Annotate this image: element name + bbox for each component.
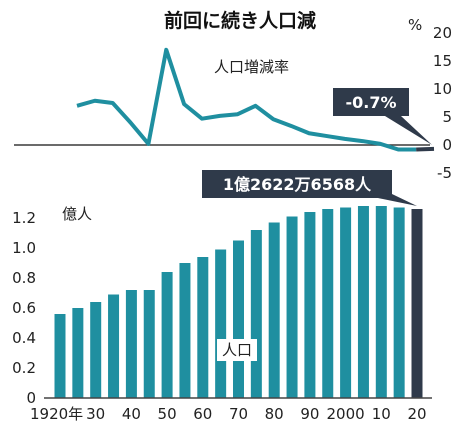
line-y-tick-label: 15 [433, 52, 452, 70]
bar-y-tick-label: 0.2 [12, 359, 36, 377]
bar-x-tick-label: 90 [300, 405, 319, 423]
population-bar [90, 302, 102, 398]
population-callout: 1億2622万6568人 [202, 170, 417, 206]
population-bar [393, 207, 405, 398]
bar-y-tick-label: 0.6 [12, 299, 36, 317]
line-y-tick-label: 5 [442, 108, 452, 126]
chart-title: 前回に続き人口減 [164, 9, 316, 32]
bar-x-tick-label: 60 [193, 405, 212, 423]
population-bar [108, 294, 120, 398]
bar-y-tick-label: 1.2 [12, 209, 36, 227]
line-y-tick-label: 10 [433, 80, 452, 98]
bar-x-tick-label: 80 [265, 405, 284, 423]
bar-x-tick-label: 20 [407, 405, 426, 423]
bar-x-tick-label: 2000 [327, 405, 365, 423]
bar-unit-label: 億人 [62, 205, 92, 223]
population-bars [54, 206, 423, 398]
population-bar-chart: 億人 0 0.2 0.4 0.6 0.8 1.0 1.2 1920年 30 40 50 60 70 80… [12, 170, 432, 423]
population-callout-text: 1億2622万6568人 [223, 175, 372, 194]
population-bar [322, 209, 334, 398]
bar-y-ticks: 0 0.2 0.4 0.6 0.8 1.0 1.2 [12, 209, 36, 407]
rate-callout-box [333, 88, 409, 116]
bar-y-tick-label: 1.0 [12, 239, 36, 257]
bar-series-label-background [217, 339, 257, 361]
population-bar [215, 249, 227, 398]
bar-x-tick-label: 50 [158, 405, 177, 423]
bar-x-tick-label: 70 [229, 405, 248, 423]
bar-y-tick-label: 0.8 [12, 269, 36, 287]
rate-callout-pointer [385, 116, 432, 145]
bar-x-ticks: 1920年 30 40 50 60 70 80 90 2000 10 20 [30, 405, 427, 423]
bar-x-tick-label: 10 [372, 405, 391, 423]
bar-series-label: 人口 [222, 341, 252, 359]
population-bar [411, 209, 423, 398]
population-bar [286, 216, 298, 398]
population-bar [161, 272, 173, 398]
bar-x-tick-label: 30 [86, 405, 105, 423]
population-bar [268, 222, 280, 398]
growth-rate-line-chart: 前回に続き人口減 人口増減率 % 20 15 10 5 0 -5 -0.7% [14, 9, 452, 182]
line-y-tick-label: -5 [437, 164, 452, 182]
line-series-label: 人口増減率 [214, 58, 289, 76]
rate-callout: -0.7% [333, 88, 432, 145]
population-bar [125, 290, 137, 398]
line-y-ticks: 20 15 10 5 0 -5 [433, 24, 452, 182]
population-bar [54, 314, 66, 398]
population-bar [375, 206, 387, 398]
growth-rate-line-latest [416, 146, 435, 152]
line-y-tick-label: 0 [442, 136, 452, 154]
population-bar [357, 206, 369, 398]
line-unit-label: % [408, 16, 422, 34]
population-bar [233, 240, 244, 398]
population-callout-pointer [378, 194, 417, 206]
line-y-tick-label: 20 [433, 24, 452, 42]
bar-y-tick-label: 0 [26, 389, 36, 407]
bar-x-tick-label: 1920年 [30, 405, 83, 423]
population-callout-box [202, 170, 392, 198]
population-bar [304, 212, 316, 398]
population-bar [250, 230, 262, 398]
bar-x-tick-label: 40 [122, 405, 141, 423]
population-bar [72, 308, 84, 398]
population-bar [340, 207, 352, 398]
bar-y-tick-label: 0.4 [12, 329, 36, 347]
population-bar [143, 290, 155, 398]
population-bar [197, 257, 209, 398]
rate-callout-text: -0.7% [345, 93, 396, 112]
growth-rate-line [76, 47, 417, 152]
population-bar [179, 263, 191, 398]
